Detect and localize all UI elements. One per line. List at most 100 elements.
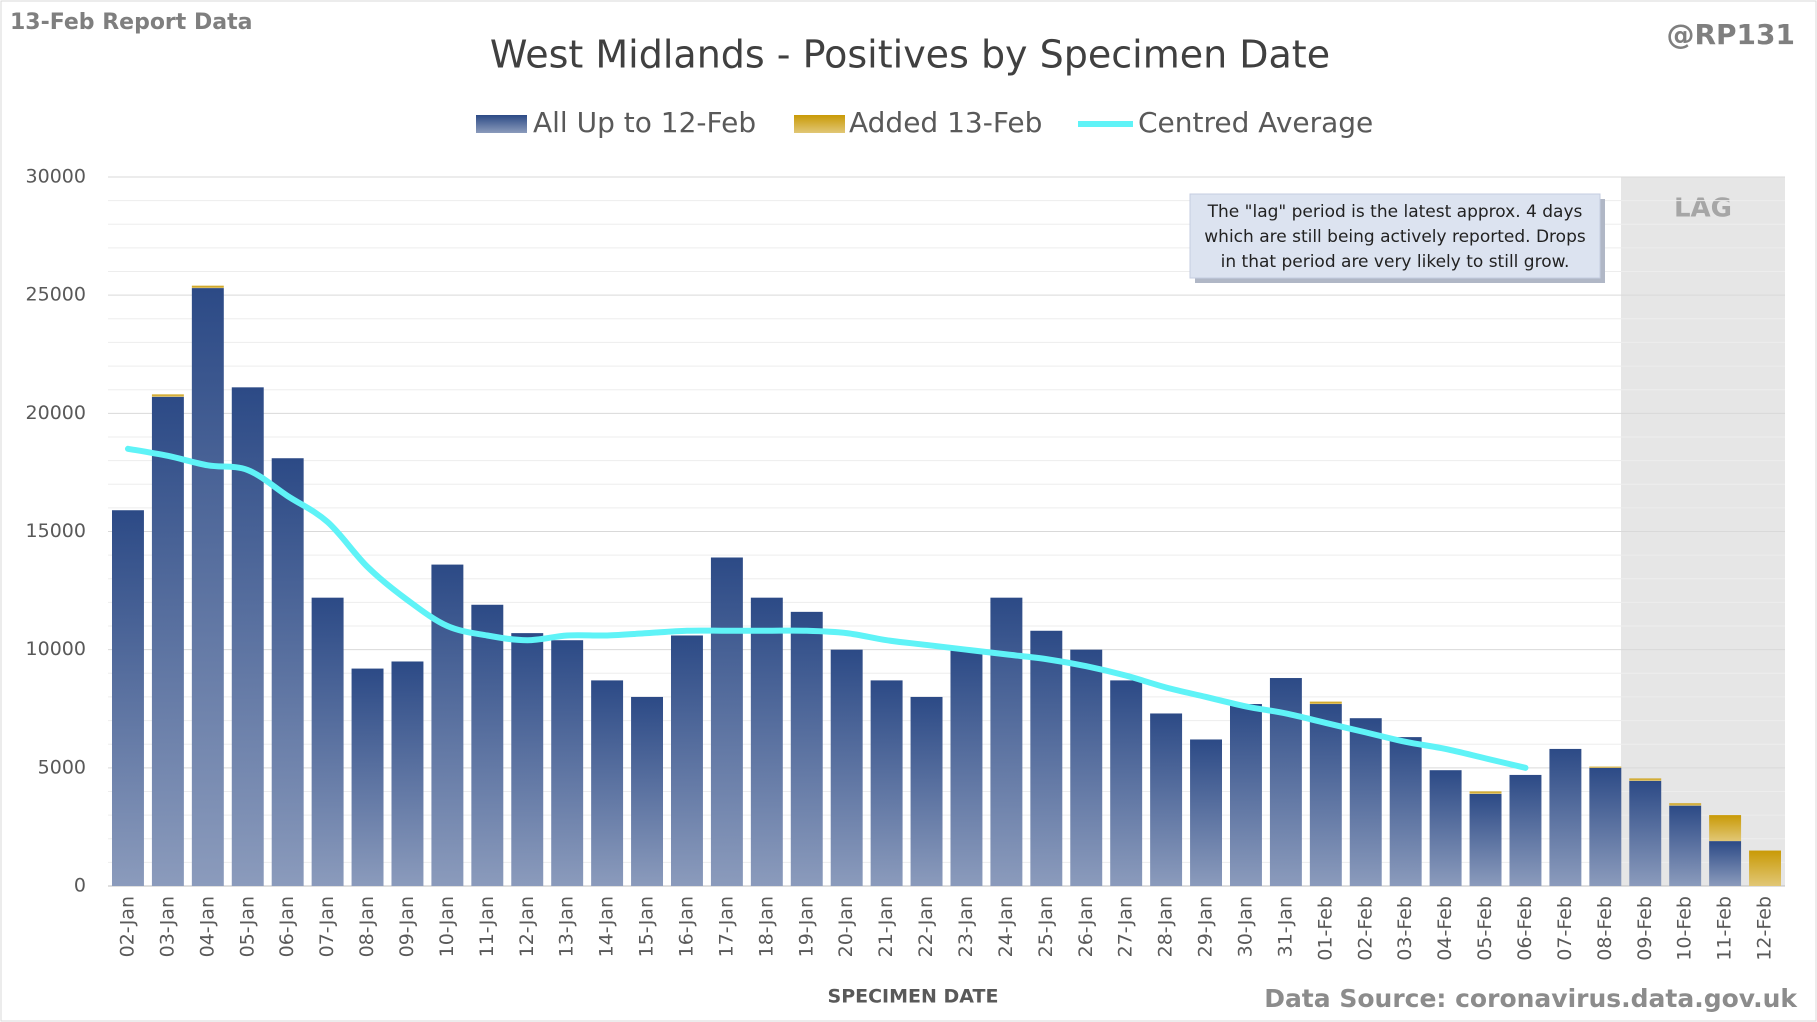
x-tick-label: 15-Jan xyxy=(636,896,658,957)
bar xyxy=(231,387,264,886)
bar xyxy=(1589,766,1622,768)
x-tick-label: 12-Jan xyxy=(516,896,538,957)
lag-label: LAG xyxy=(1674,194,1732,224)
x-tick-label: 22-Jan xyxy=(915,896,937,957)
x-tick-label: 29-Jan xyxy=(1195,896,1217,957)
legend-label: All Up to 12-Feb xyxy=(533,106,756,139)
header-right: @RP131 xyxy=(1666,18,1795,51)
bar xyxy=(431,564,464,886)
bar xyxy=(191,285,224,289)
x-tick-label: 09-Feb xyxy=(1634,896,1656,961)
bar xyxy=(1110,680,1143,886)
bar xyxy=(1629,778,1662,781)
bar xyxy=(271,458,304,886)
bar xyxy=(670,635,703,886)
x-tick-label: 11-Jan xyxy=(476,896,498,957)
x-tick-label: 02-Jan xyxy=(116,896,138,957)
x-tick-label: 30-Jan xyxy=(1234,896,1256,957)
x-tick-label: 10-Feb xyxy=(1674,896,1696,961)
bar xyxy=(1070,649,1103,886)
bar xyxy=(1709,841,1742,886)
x-tick-label: 03-Feb xyxy=(1394,896,1416,961)
bar xyxy=(750,597,783,886)
x-tick-label: 26-Jan xyxy=(1075,896,1097,957)
x-tick-label: 17-Jan xyxy=(715,896,737,957)
bar xyxy=(1669,805,1702,886)
legend-label: Centred Average xyxy=(1138,106,1373,139)
x-tick-label: 24-Jan xyxy=(995,896,1017,957)
source: Data Source: coronavirus.data.gov.uk xyxy=(1264,984,1798,1013)
x-tick-label: 08-Jan xyxy=(356,896,378,957)
bar xyxy=(790,611,823,886)
bar xyxy=(710,557,743,886)
bar xyxy=(1709,815,1742,842)
x-tick-label: 08-Feb xyxy=(1594,896,1616,961)
x-tick-label: 06-Jan xyxy=(276,896,298,957)
x-tick-label: 11-Feb xyxy=(1714,896,1736,961)
x-tick-label: 03-Jan xyxy=(156,896,178,957)
bar xyxy=(1469,791,1502,794)
chart-title: West Midlands - Positives by Specimen Da… xyxy=(490,33,1330,77)
note-box xyxy=(1189,193,1601,279)
x-tick-label: 12-Feb xyxy=(1754,896,1776,961)
legend-swatch xyxy=(476,115,527,133)
x-tick-label: 14-Jan xyxy=(596,896,618,957)
note-text: which are still being actively reported.… xyxy=(1204,227,1586,247)
bar xyxy=(151,396,184,886)
bar xyxy=(1509,774,1542,886)
bar xyxy=(111,510,144,886)
bar xyxy=(1589,767,1622,886)
y-tick-label: 20000 xyxy=(26,402,86,424)
bar xyxy=(1150,713,1183,886)
x-tick-label: 13-Jan xyxy=(556,896,578,957)
bar xyxy=(910,696,943,886)
x-tick-label: 04-Feb xyxy=(1434,896,1456,961)
bar xyxy=(1389,737,1422,886)
bar xyxy=(1030,630,1063,886)
x-tick-label: 16-Jan xyxy=(675,896,697,957)
bar xyxy=(1309,701,1342,705)
bar xyxy=(471,604,504,886)
header-left: 13-Feb Report Data xyxy=(10,10,252,35)
bar xyxy=(1549,748,1582,886)
bar xyxy=(1309,704,1342,886)
bar xyxy=(311,597,344,886)
x-tick-label: 07-Feb xyxy=(1554,896,1576,961)
bar xyxy=(551,640,584,886)
bar xyxy=(870,680,903,886)
bar xyxy=(1669,803,1702,806)
x-tick-label: 05-Jan xyxy=(236,896,258,957)
x-tick-label: 06-Feb xyxy=(1514,896,1536,961)
bar xyxy=(950,649,983,886)
bar xyxy=(391,661,424,886)
x-tick-label: 20-Jan xyxy=(835,896,857,957)
x-tick-label: 19-Jan xyxy=(795,896,817,957)
x-tick-label: 02-Feb xyxy=(1354,896,1376,961)
x-tick-label: 31-Jan xyxy=(1274,896,1296,957)
note-text: in that period are very likely to still … xyxy=(1221,252,1570,272)
bar xyxy=(1429,770,1462,886)
x-tick-label: 09-Jan xyxy=(396,896,418,957)
legend-label: Added 13-Feb xyxy=(849,106,1042,139)
y-tick-label: 5000 xyxy=(38,756,86,778)
x-tick-label: 27-Jan xyxy=(1115,896,1137,957)
average-line xyxy=(124,445,1529,771)
bar xyxy=(591,680,624,886)
x-axis-label: SPECIMEN DATE xyxy=(828,986,999,1008)
x-tick-label: 23-Jan xyxy=(955,896,977,957)
bar xyxy=(511,633,544,886)
y-tick-label: 10000 xyxy=(26,638,86,660)
bar xyxy=(191,288,224,886)
bar xyxy=(151,394,184,397)
bar xyxy=(1469,793,1502,886)
bar xyxy=(631,696,664,886)
y-tick-label: 30000 xyxy=(26,166,86,188)
x-tick-label: 21-Jan xyxy=(875,896,897,957)
note-text: The "lag" period is the latest approx. 4… xyxy=(1207,202,1583,222)
x-tick-label: 28-Jan xyxy=(1155,896,1177,957)
bar xyxy=(1190,739,1223,886)
y-tick-label: 0 xyxy=(74,875,86,897)
x-tick-label: 07-Jan xyxy=(316,896,338,957)
x-tick-label: 25-Jan xyxy=(1035,896,1057,957)
